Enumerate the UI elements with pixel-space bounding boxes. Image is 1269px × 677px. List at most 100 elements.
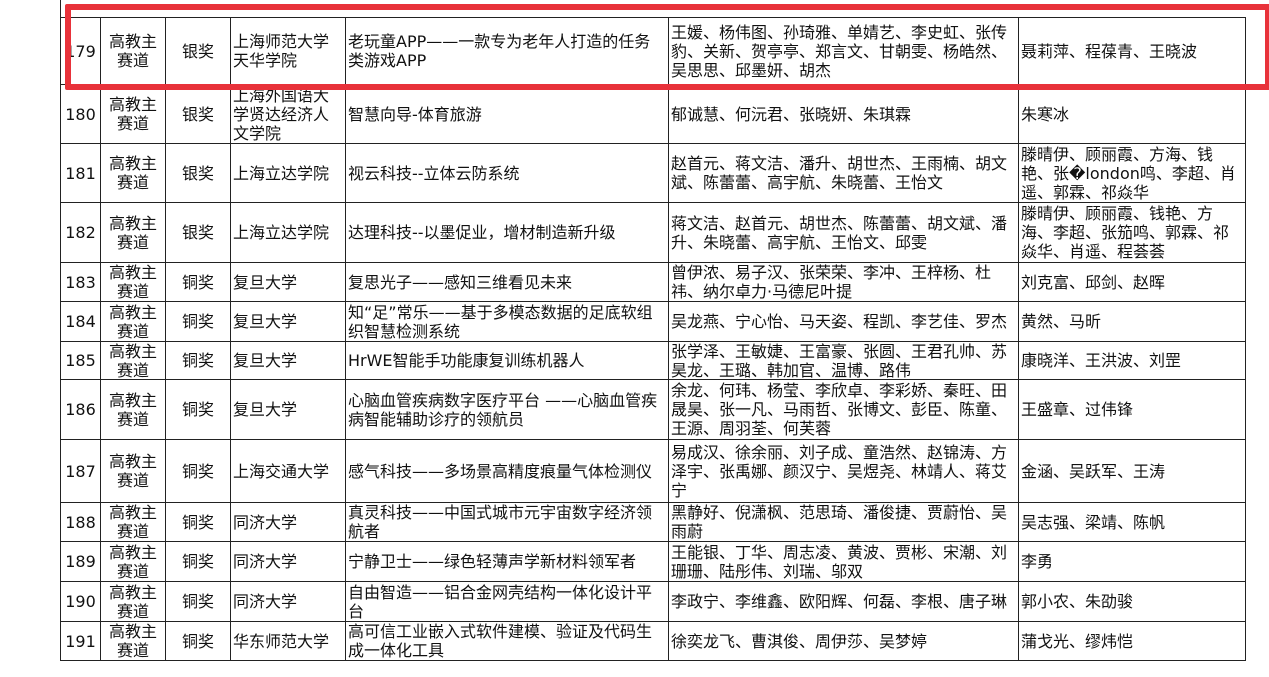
table-cell: 感气科技——多场景高精度痕量气体检测仪	[345, 439, 669, 503]
school: 同济大学	[233, 512, 298, 532]
row-number: 187	[65, 461, 96, 481]
table-cell: 上海交通大学	[230, 439, 346, 503]
members: 徐奕龙飞、曹淇俊、周伊莎、吴梦婷	[671, 631, 928, 651]
table-row: 179 高教主赛道 银奖 上海师范大学天华学院 老玩童APP——一款专为老年人打造的任务…	[60, 17, 1246, 85]
award: 银奖	[181, 223, 214, 242]
track: 高教主赛道	[109, 32, 158, 70]
table-row: 186 高教主赛道 铜奖 复旦大学 心脑血管疾病数字医疗平台 ——心脑血管疾病智能辅助诊…	[60, 379, 1246, 440]
table-cell: 同济大学	[230, 541, 346, 582]
table-cell: 银奖	[165, 17, 231, 85]
advisors: 王盛章、过伟锋	[1021, 400, 1134, 419]
members: 易成汉、徐余丽、刘子成、童浩然、赵锦涛、方泽宇、张禹娜、颜汉宁、吴煜尧、林靖人、…	[671, 442, 1008, 500]
table-cell: 康晓洋、王洪波、刘罡	[1018, 341, 1246, 380]
table-cell: 复旦大学	[230, 341, 346, 380]
table-cell: 铜奖	[165, 439, 231, 503]
table-cell: 高教主赛道	[100, 541, 166, 582]
table-cell: 自由智造——铝合金网壳结构一体化设计平台	[345, 581, 669, 622]
school: 上海师范大学天华学院	[233, 32, 330, 70]
table-row: 184 高教主赛道 铜奖 复旦大学 知“足”常乐——基于多模态数据的足底软组织智慧检测系…	[60, 301, 1246, 342]
table-cell: 186	[60, 379, 101, 440]
award-table: 179 高教主赛道 银奖 上海师范大学天华学院 老玩童APP——一款专为老年人打造的任务…	[60, 17, 1246, 661]
table-cell: 180	[60, 84, 101, 144]
members: 张学泽、王敏婕、王富豪、张圆、王君孔帅、苏昊龙、王璐、韩加官、温博、路伟	[671, 342, 1008, 379]
table-cell: 高教主赛道	[100, 502, 166, 542]
table-cell: 185	[60, 341, 101, 380]
advisors: 黄然、马昕	[1021, 312, 1102, 331]
table-cell: 179	[60, 17, 101, 85]
table-cell: 高教主赛道	[100, 202, 166, 263]
track: 高教主赛道	[109, 213, 158, 252]
members: 吴龙燕、宁心怡、马天姿、程凯、李艺佳、罗杰	[671, 312, 1008, 331]
award: 铜奖	[181, 512, 214, 532]
advisors: 朱寒冰	[1021, 104, 1070, 124]
table-cell: 上海外国语大学贤达经济人文学院	[230, 84, 346, 144]
school: 复旦大学	[233, 312, 298, 331]
track: 高教主赛道	[109, 542, 158, 581]
award: 银奖	[181, 41, 214, 61]
table-cell: 老玩童APP——一款专为老年人打造的任务类游戏APP	[345, 17, 669, 85]
track: 高教主赛道	[109, 582, 158, 621]
row-number: 182	[65, 223, 96, 242]
school: 上海外国语大学贤达经济人文学院	[233, 85, 330, 143]
table-cell: 吴龙燕、宁心怡、马天姿、程凯、李艺佳、罗杰	[668, 301, 1019, 342]
table-cell: 郭小农、朱劭骏	[1018, 581, 1246, 622]
award: 铜奖	[181, 351, 214, 370]
table-cell: 知“足”常乐——基于多模态数据的足底软组织智慧检测系统	[345, 301, 669, 342]
project: 复思光子——感知三维看见未来	[348, 272, 573, 292]
table-cell: 上海师范大学天华学院	[230, 17, 346, 85]
row-number: 179	[65, 41, 96, 61]
advisors: 刘克富、邱剑、赵晖	[1021, 272, 1166, 292]
table-cell: 智慧向导-体育旅游	[345, 84, 669, 144]
table-cell: 184	[60, 301, 101, 342]
table-cell: 余龙、何玮、杨莹、李欣卓、李彩娇、秦旺、田晟昊、张一凡、马雨哲、张博文、彭臣、陈…	[668, 379, 1019, 440]
table-cell: 189	[60, 541, 101, 582]
row-number: 183	[65, 272, 96, 292]
school: 同济大学	[233, 592, 298, 611]
table-cell: 黄然、马昕	[1018, 301, 1246, 342]
project: HrWE智能手功能康复训练机器人	[348, 351, 585, 370]
award: 银奖	[181, 163, 214, 183]
table-row: 191 高教主赛道 铜奖 华东师范大学 高可信工业嵌入式软件建模、验证及代码生成一体化工…	[60, 621, 1246, 661]
row-number: 189	[65, 552, 96, 571]
track: 高教主赛道	[109, 154, 158, 192]
project: 自由智造——铝合金网壳结构一体化设计平台	[348, 582, 653, 621]
members: 黑静好、倪潇枫、范思琦、潘俊捷、贾蔚怡、吴雨蔚	[671, 503, 1008, 541]
advisors: 吴志强、梁靖、陈帆	[1021, 512, 1166, 532]
table-cell: 王媛、杨伟图、孙琦雅、单婧艺、李史虹、张传豹、关新、贺亭亭、郑言文、甘朝雯、杨皓…	[668, 17, 1019, 85]
table-cell: 182	[60, 202, 101, 263]
table-cell: 刘克富、邱剑、赵晖	[1018, 262, 1246, 302]
table-cell: 铜奖	[165, 341, 231, 380]
table-cell: 银奖	[165, 143, 231, 203]
table-cell: 高可信工业嵌入式软件建模、验证及代码生成一体化工具	[345, 621, 669, 661]
advisors: 聂莉萍、程葆青、王晓波	[1021, 41, 1198, 61]
members: 赵首元、蒋文洁、潘升、胡世杰、王雨楠、胡文斌、陈蕾蕾、高宇航、朱晓蕾、王怡文	[671, 154, 1008, 192]
table-cell: 滕晴伊、顾丽霞、方海、钱艳、张�london鸣、李超、肖遥、郭霖、祁焱华	[1018, 143, 1246, 203]
table-cell: 宁静卫士——绿色轻薄声学新材料领军者	[345, 541, 669, 582]
table-cell: HrWE智能手功能康复训练机器人	[345, 341, 669, 380]
advisors: 金涵、吴跃军、王涛	[1021, 461, 1166, 481]
table-top	[60, 0, 1246, 17]
track: 高教主赛道	[109, 302, 158, 341]
table-row: 187 高教主赛道 铜奖 上海交通大学 感气科技——多场景高精度痕量气体检测仪 易成汉、徐…	[60, 439, 1246, 503]
members: 王媛、杨伟图、孙琦雅、单婧艺、李史虹、张传豹、关新、贺亭亭、郑言文、甘朝雯、杨皓…	[671, 22, 1008, 80]
track: 高教主赛道	[109, 95, 158, 133]
school: 华东师范大学	[233, 631, 330, 651]
table-cell: 复旦大学	[230, 379, 346, 440]
table-cell: 复思光子——感知三维看见未来	[345, 262, 669, 302]
track: 高教主赛道	[109, 503, 158, 541]
table-cell: 蒋文洁、赵首元、胡世杰、陈蕾蕾、胡文斌、潘升、朱晓蕾、高宇航、王怡文、邱雯	[668, 202, 1019, 263]
project: 老玩童APP——一款专为老年人打造的任务类游戏APP	[348, 32, 651, 70]
award: 铜奖	[181, 461, 214, 481]
award: 铜奖	[181, 312, 214, 331]
advisors: 康晓洋、王洪波、刘罡	[1021, 351, 1182, 370]
table-row: 185 高教主赛道 铜奖 复旦大学 HrWE智能手功能康复训练机器人 张学泽、王敏婕、王富…	[60, 341, 1246, 380]
table-cell: 蒲戈光、缪炜恺	[1018, 621, 1246, 661]
table-cell: 183	[60, 262, 101, 302]
table-cell: 铜奖	[165, 379, 231, 440]
table-row: 189 高教主赛道 铜奖 同济大学 宁静卫士——绿色轻薄声学新材料领军者 王能银、丁华、周…	[60, 541, 1246, 582]
advisors: 蒲戈光、缪炜恺	[1021, 631, 1134, 651]
table-cell: 高教主赛道	[100, 262, 166, 302]
table-cell: 高教主赛道	[100, 143, 166, 203]
table-cell: 同济大学	[230, 502, 346, 542]
table-cell: 铜奖	[165, 502, 231, 542]
